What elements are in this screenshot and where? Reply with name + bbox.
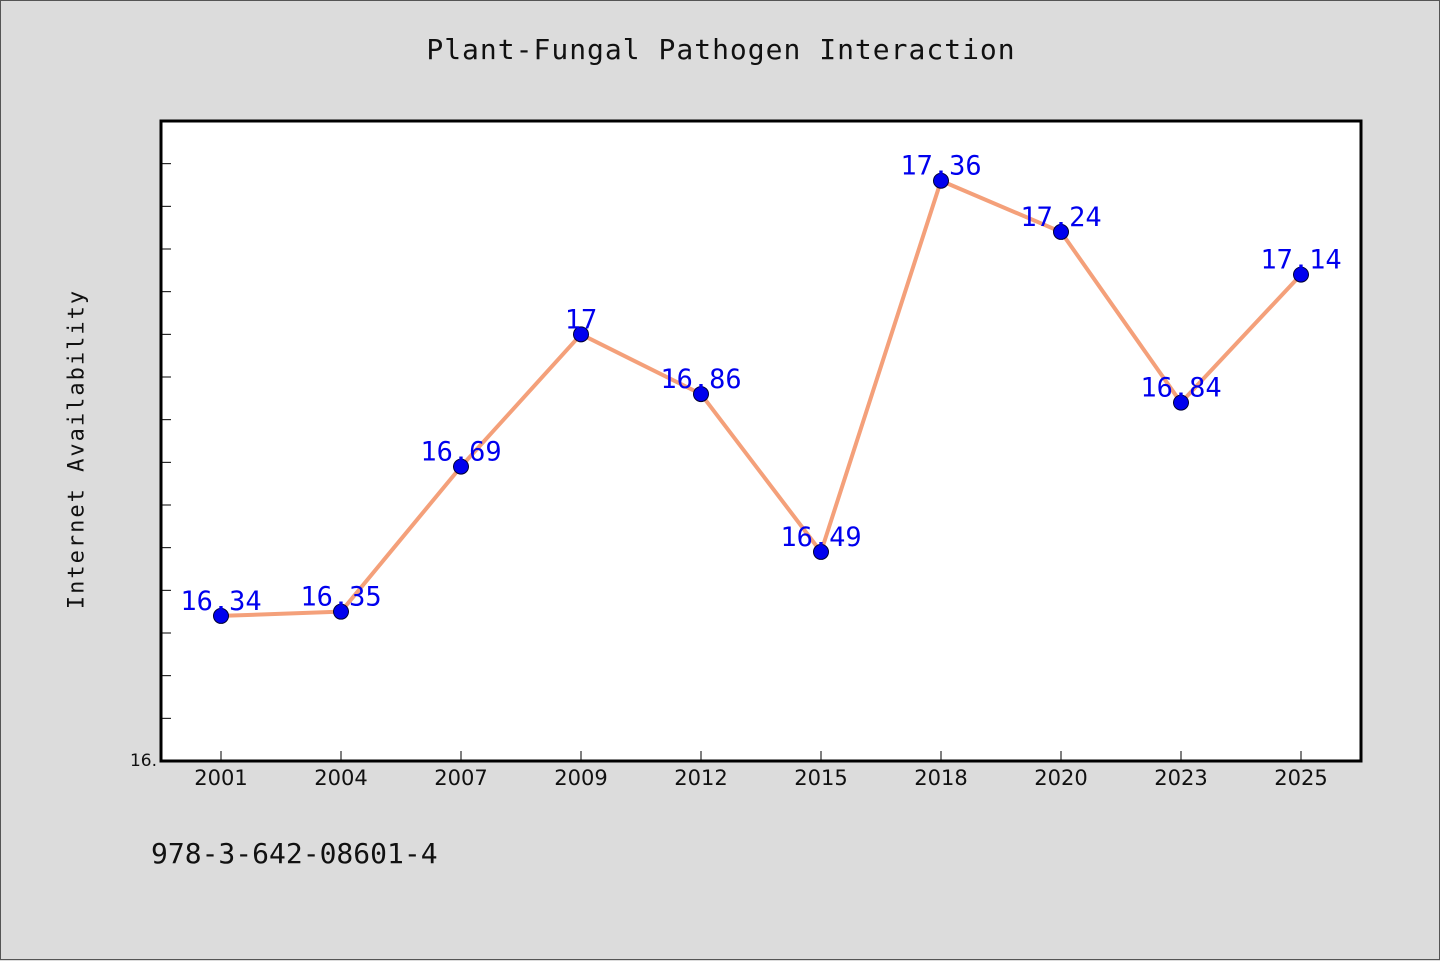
series-line [219,178,1303,618]
plot-area [159,119,1363,763]
y-tick-label: 16. [130,751,157,771]
x-tick-label: 2023 [1154,766,1207,790]
x-tick-label: 2009 [554,766,607,790]
x-tick-label: 2025 [1274,766,1327,790]
x-tick-label: 2004 [314,766,367,790]
data-point [1293,266,1309,283]
data-point [573,326,589,343]
x-tick-label: 2020 [1034,766,1087,790]
data-point [933,172,949,189]
data-label: 17 [565,304,598,335]
isbn-label: 978-3-642-08601-4 [151,837,438,870]
x-tick-label: 2007 [434,766,487,790]
data-label: 16.34 [180,586,261,617]
x-tick-label: 2018 [914,766,967,790]
x-tick-label: 2015 [794,766,847,790]
data-point [333,603,349,620]
chart-title: Plant-Fungal Pathogen Interaction [426,33,1016,66]
x-tick-label: 2012 [674,766,727,790]
data-point [1053,223,1069,240]
data-label: 16.35 [300,582,381,613]
data-point [813,543,829,560]
data-point [1173,394,1189,411]
data-label: 17.24 [1020,202,1101,233]
x-tick-label: 2001 [194,766,247,790]
data-label: 17.14 [1260,245,1341,276]
data-label: 16.86 [660,364,741,395]
data-label: 16.84 [1140,373,1221,404]
data-label: 17.36 [900,151,981,182]
data-point [693,386,709,403]
data-label: 16.69 [420,437,501,468]
data-point [213,607,229,624]
data-label: 16.49 [780,522,861,553]
data-point [453,458,469,475]
